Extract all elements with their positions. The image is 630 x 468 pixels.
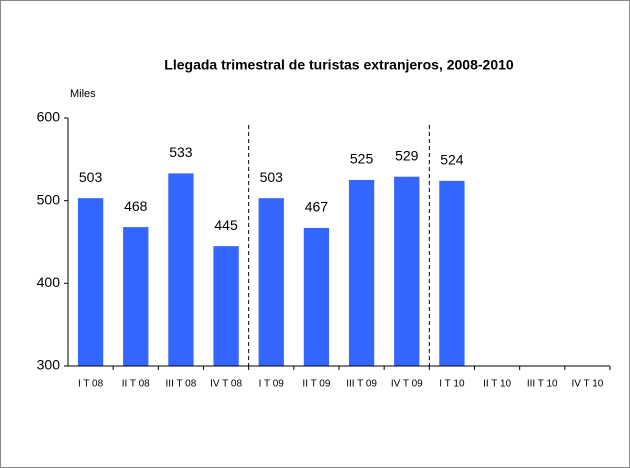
bar [348, 180, 375, 366]
value-label: 533 [169, 144, 193, 160]
value-label: 467 [305, 199, 329, 215]
x-tick-label: II T 08 [122, 379, 150, 390]
x-tick-label: IV T 08 [210, 379, 242, 390]
y-axis-label: Miles [70, 88, 96, 100]
bar [439, 180, 465, 366]
bar [258, 198, 284, 366]
bar [394, 176, 420, 366]
x-tick-label: I T 08 [78, 379, 104, 390]
x-tick-label: I T 10 [439, 379, 465, 390]
chart-title: Llegada trimestral de turistas extranjer… [164, 57, 514, 73]
x-tick-label: IV T 10 [571, 379, 603, 390]
value-label: 445 [214, 217, 238, 233]
value-label: 503 [79, 169, 103, 185]
x-tick-label: III T 10 [527, 379, 558, 390]
value-label: 524 [440, 152, 464, 168]
y-tick-label: 600 [37, 109, 61, 125]
x-tick-label: IV T 09 [391, 379, 423, 390]
y-tick-label: 400 [37, 274, 61, 290]
x-tick-label: II T 09 [302, 379, 330, 390]
x-tick-label: III T 08 [166, 379, 197, 390]
y-tick-label: 500 [37, 191, 61, 207]
bar [123, 227, 149, 366]
value-label: 468 [124, 198, 148, 214]
y-tick-label: 300 [37, 357, 61, 373]
bar [213, 246, 239, 366]
value-label: 503 [260, 169, 284, 185]
bar [168, 173, 194, 366]
bar [77, 198, 104, 366]
x-tick-label: II T 10 [483, 379, 511, 390]
bar [303, 227, 330, 366]
value-label: 525 [350, 151, 374, 167]
x-tick-label: I T 09 [259, 379, 285, 390]
x-tick-label: III T 09 [346, 379, 377, 390]
value-label: 529 [395, 147, 419, 163]
